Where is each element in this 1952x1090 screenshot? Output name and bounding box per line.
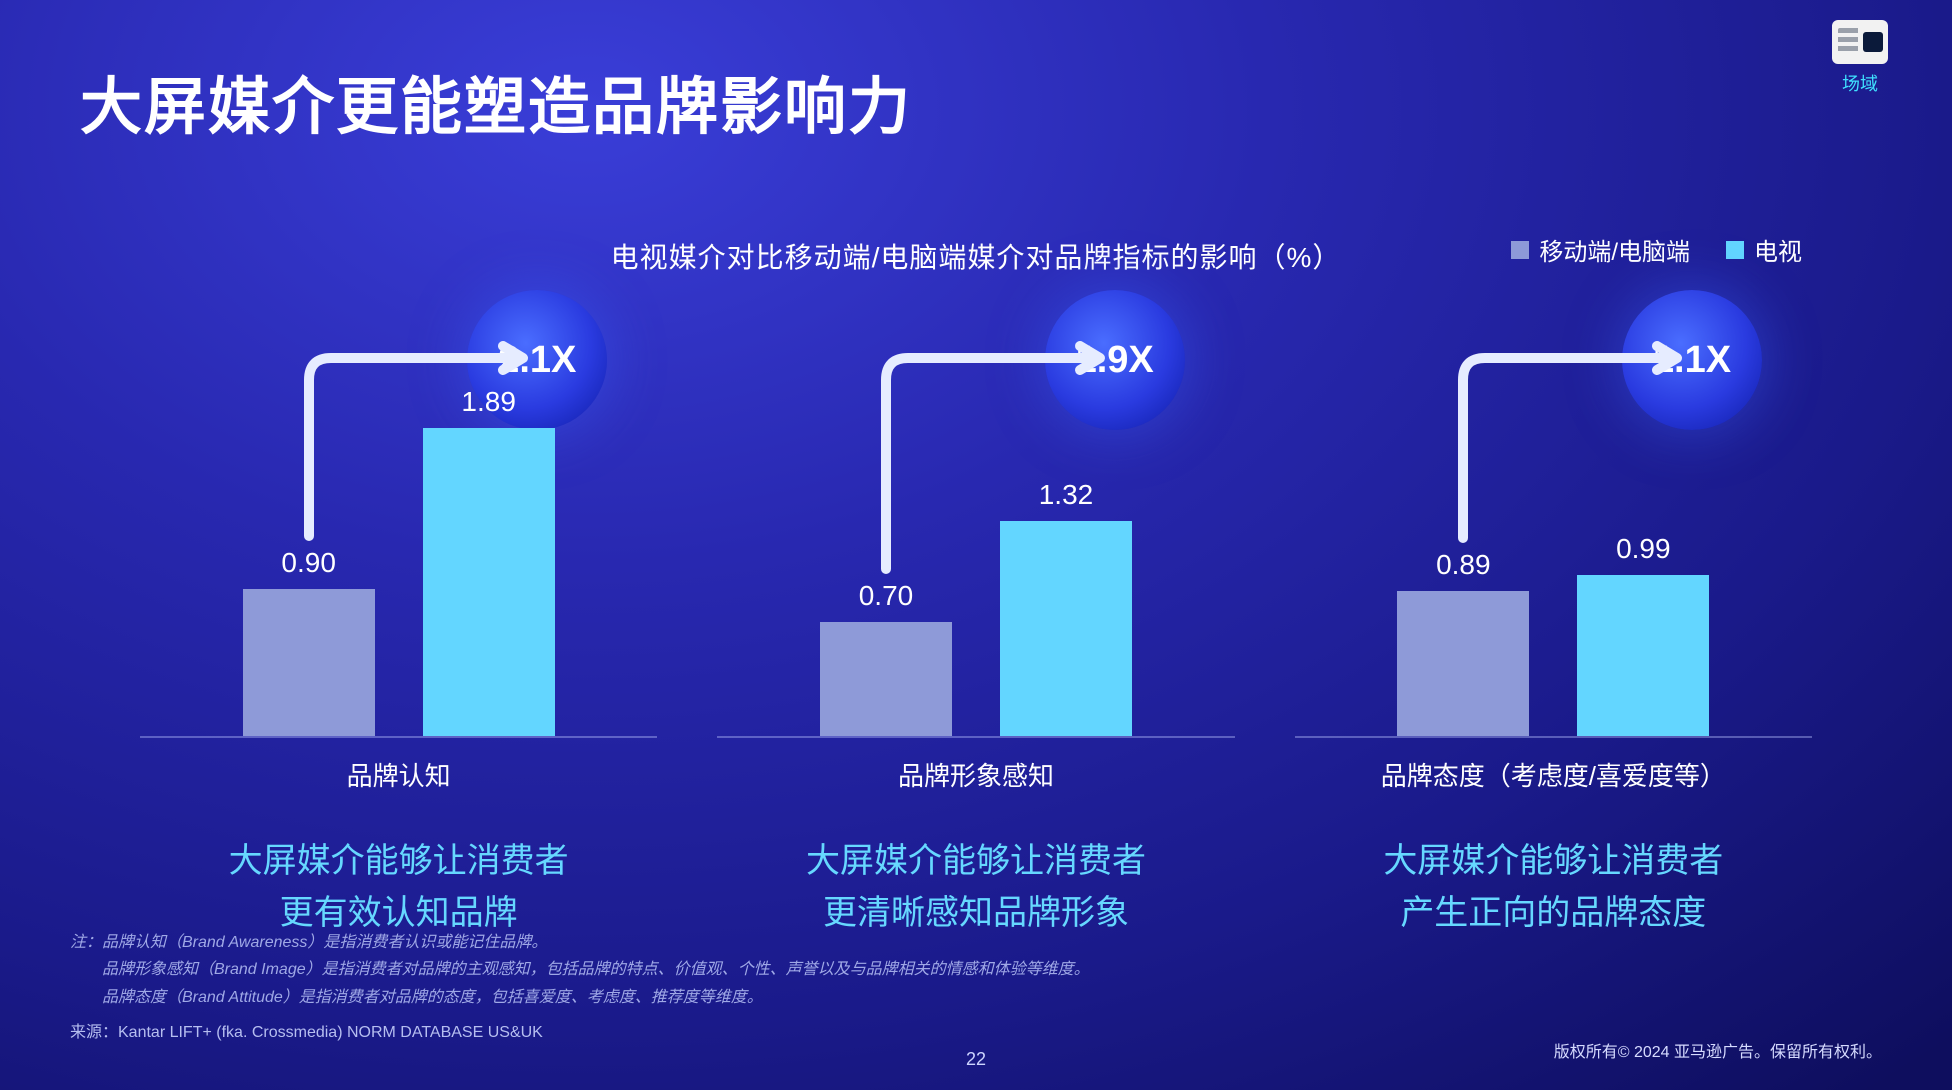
copyright: 版权所有© 2024 亚马逊广告。保留所有权利。 [1554, 1038, 1882, 1062]
chart-group: 2.1X0.901.89 品牌认知大屏媒介能够让消费者 更有效认知品牌 [110, 310, 687, 940]
axis-category-label: 品牌形象感知 [898, 756, 1054, 793]
bars-wrap: 1.9X0.701.32 [687, 310, 1264, 738]
axis-category-label: 品牌认知 [347, 756, 451, 793]
lift-arrow [203, 298, 603, 738]
footnote-source: 来源：Kantar LIFT+ (fka. Crossmedia) NORM D… [70, 1019, 1090, 1046]
group-caption: 大屏媒介能够让消费者 更清晰感知品牌形象 [806, 835, 1146, 940]
bars-wrap: 2.1X0.901.89 [110, 310, 687, 738]
legend-swatch [1511, 241, 1529, 259]
group-caption: 大屏媒介能够让消费者 更有效认知品牌 [229, 835, 569, 940]
corner-badge: 场域 [1828, 20, 1892, 96]
footnotes: 注：品牌认知（Brand Awareness）是指消费者认识或能记住品牌。 品牌… [70, 929, 1090, 1046]
chart-group: 1.9X0.701.32 品牌形象感知大屏媒介能够让消费者 更清晰感知品牌形象 [687, 310, 1264, 940]
legend-swatch [1726, 241, 1744, 259]
footnote-line: 注：品牌认知（Brand Awareness）是指消费者认识或能记住品牌。 [70, 929, 1090, 956]
chart-area: 2.1X0.901.89 品牌认知大屏媒介能够让消费者 更有效认知品牌 1.9X0.… [110, 310, 1842, 940]
lift-arrow [780, 298, 1180, 738]
page-number: 22 [966, 1049, 986, 1070]
legend-label: 移动端/电脑端 [1539, 232, 1690, 267]
legend-item: 移动端/电脑端 [1511, 232, 1690, 267]
page-title: 大屏媒介更能塑造品牌影响力 [80, 56, 912, 146]
chart-group: 1.1X0.890.99 品牌态度（考虑度/喜爱度等） 大屏媒介能够让消费者 产生正… [1265, 310, 1842, 940]
bars-wrap: 1.1X0.890.99 [1265, 310, 1842, 738]
axis-category-label: 品牌态度（考虑度/喜爱度等） [1381, 756, 1726, 793]
scene-icon [1832, 20, 1888, 64]
footnote-line: 品牌态度（Brand Attitude）是指消费者对品牌的态度，包括喜爱度、考虑… [70, 984, 1090, 1011]
chart-subtitle: 电视媒介对比移动端/电脑端媒介对品牌指标的影响（%） [611, 236, 1342, 276]
group-caption: 大屏媒介能够让消费者 产生正向的品牌态度 [1383, 835, 1723, 940]
lift-arrow [1357, 298, 1757, 738]
corner-badge-label: 场域 [1828, 70, 1892, 96]
legend-label: 电视 [1754, 232, 1802, 267]
chart-header: 电视媒介对比移动端/电脑端媒介对品牌指标的影响（%） 移动端/电脑端 电视 [0, 236, 1952, 276]
legend-item: 电视 [1726, 232, 1802, 267]
chart-legend: 移动端/电脑端 电视 [1511, 232, 1802, 267]
footnote-line: 品牌形象感知（Brand Image）是指消费者对品牌的主观感知，包括品牌的特点… [70, 956, 1090, 983]
